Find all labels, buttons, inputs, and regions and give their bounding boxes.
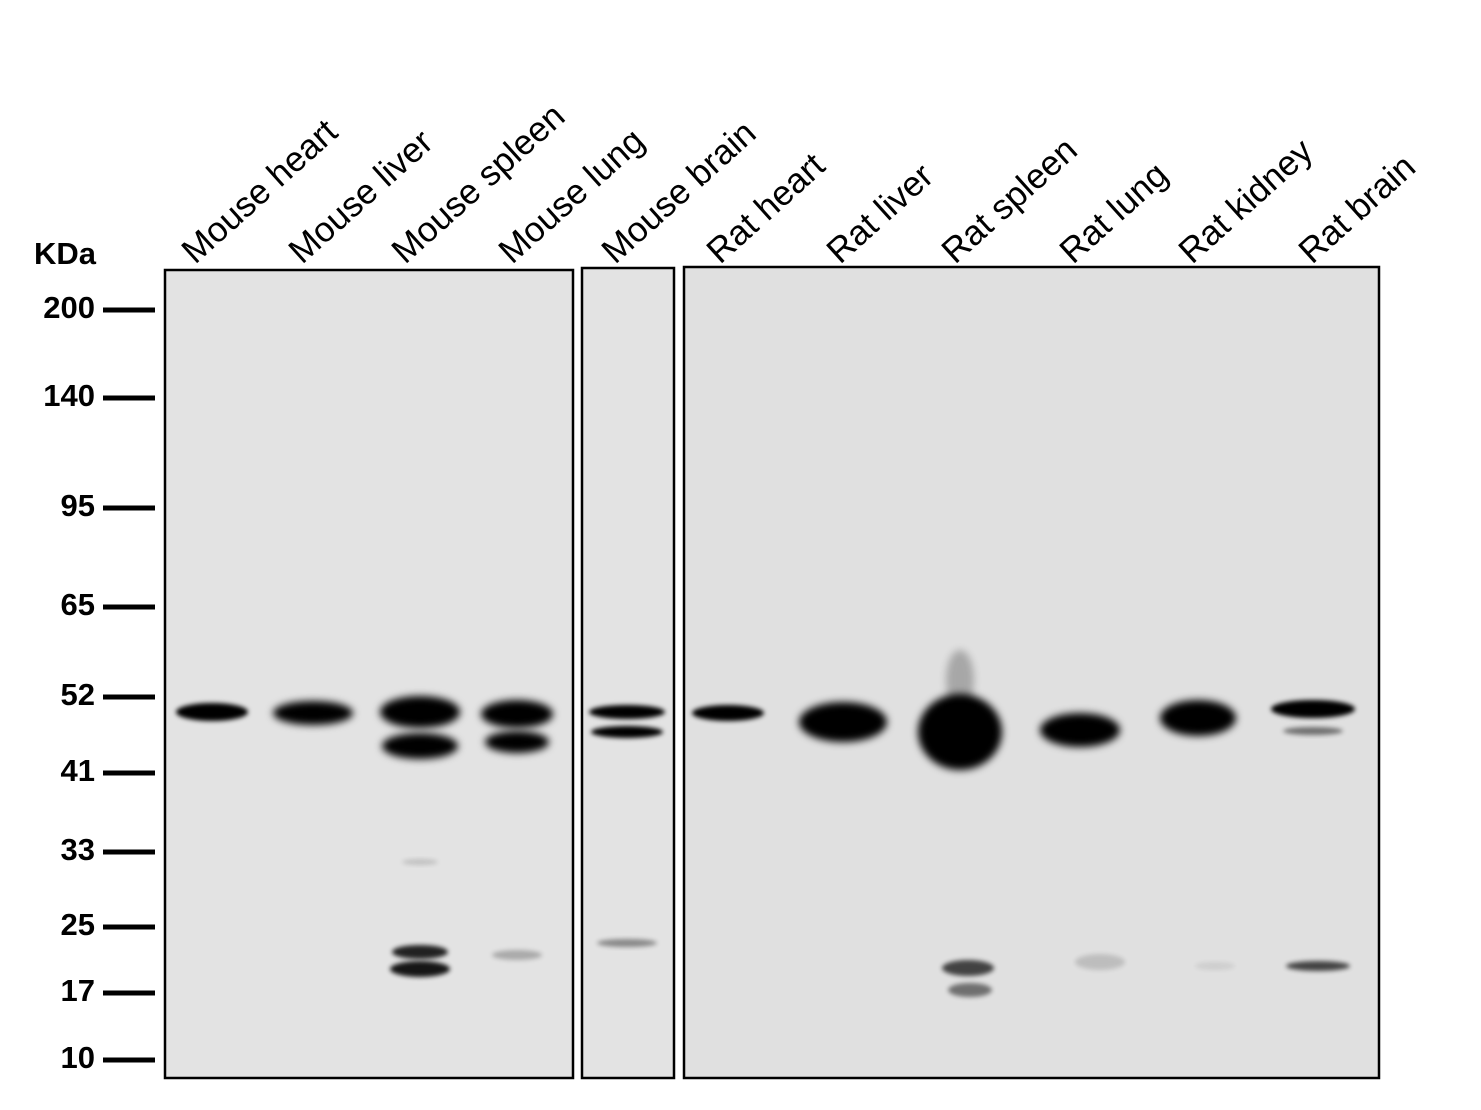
band — [485, 731, 549, 753]
bands — [176, 650, 1355, 997]
band — [1160, 700, 1236, 736]
marker-label: 33 — [61, 832, 95, 867]
marker-label: 52 — [61, 677, 95, 712]
band — [481, 700, 553, 728]
marker-label: 10 — [61, 1040, 95, 1075]
band — [1075, 954, 1125, 970]
unit-label: KDa — [34, 236, 97, 271]
band — [1271, 700, 1355, 718]
band — [1283, 727, 1343, 735]
band — [176, 703, 248, 721]
band — [392, 945, 448, 959]
band — [942, 960, 994, 976]
band — [492, 950, 542, 960]
marker-label: 41 — [61, 753, 95, 788]
band — [946, 650, 974, 710]
band — [589, 705, 665, 719]
band — [591, 726, 663, 738]
marker-label: 140 — [43, 378, 95, 413]
band — [380, 696, 460, 728]
band — [692, 705, 764, 721]
marker-label: 65 — [61, 587, 95, 622]
band — [948, 983, 992, 997]
marker-label: 25 — [61, 907, 95, 942]
marker-label: 200 — [43, 290, 95, 325]
band — [382, 733, 458, 759]
band — [597, 939, 657, 947]
lane-label: Rat lung — [1052, 155, 1175, 271]
blot-panel — [163, 268, 575, 1080]
band — [390, 961, 450, 977]
band — [799, 702, 887, 742]
marker-label: 17 — [61, 973, 95, 1008]
band — [1040, 713, 1120, 747]
lane-label: Rat liver — [819, 156, 941, 271]
band — [1286, 961, 1350, 971]
band — [1195, 962, 1235, 970]
blot-panel — [580, 266, 676, 1080]
band — [918, 694, 1002, 770]
band — [273, 701, 353, 725]
blot-panel — [682, 265, 1381, 1080]
marker-label: 95 — [61, 488, 95, 523]
band — [402, 859, 438, 865]
